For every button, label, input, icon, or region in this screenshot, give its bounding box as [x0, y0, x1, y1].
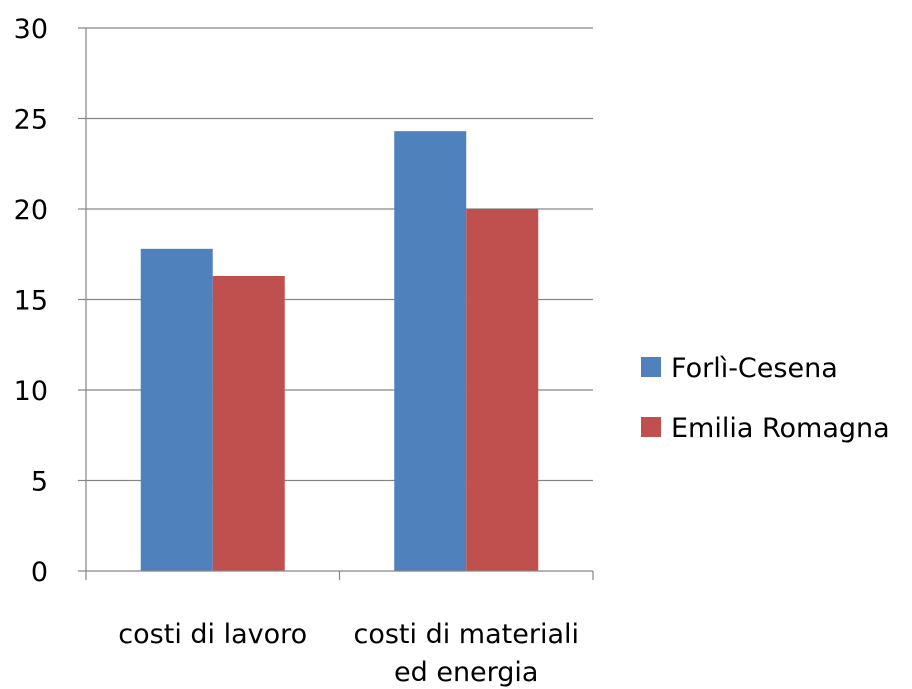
y-tick-label: 25: [14, 105, 48, 136]
y-tick-label: 0: [31, 557, 48, 588]
legend-swatch: [641, 357, 661, 377]
legend-label: Emilia Romagna: [671, 413, 890, 444]
y-tick-label: 15: [14, 286, 48, 317]
y-tick-labels: 0 5 10 15 20 25 30: [14, 14, 48, 588]
y-tick-label: 20: [14, 195, 48, 226]
axes: [78, 27, 594, 580]
x-category-label: costi di materiali ed energia: [353, 619, 579, 688]
legend-swatch: [641, 417, 661, 437]
bar-forli-cesena-1: [394, 131, 467, 572]
y-tick-label: 10: [14, 376, 48, 407]
x-category-label-line: ed energia: [394, 657, 538, 688]
bars: [140, 131, 539, 572]
bar-forli-cesena-0: [140, 248, 213, 571]
legend-label: Forlì-Cesena: [671, 353, 838, 384]
y-tick-label: 5: [31, 467, 48, 498]
x-category-labels: costi di lavoro costi di materiali ed ener…: [118, 619, 579, 688]
x-category-label-line: costi di materiali: [353, 619, 579, 650]
x-category-label: costi di lavoro: [118, 619, 307, 650]
bar-emilia-romagna-1: [466, 209, 539, 571]
legend: Forlì-Cesena Emilia Romagna: [641, 353, 890, 444]
x-category-label-line: costi di lavoro: [118, 619, 307, 650]
y-tick-label: 30: [14, 14, 48, 45]
bar-emilia-romagna-0: [212, 275, 285, 571]
